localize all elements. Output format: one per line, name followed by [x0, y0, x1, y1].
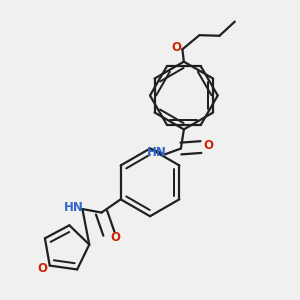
Text: HN: HN — [146, 146, 167, 159]
Text: O: O — [110, 231, 120, 244]
Text: O: O — [171, 41, 181, 54]
Text: HN: HN — [64, 201, 83, 214]
Text: O: O — [203, 139, 213, 152]
Text: O: O — [38, 262, 47, 275]
